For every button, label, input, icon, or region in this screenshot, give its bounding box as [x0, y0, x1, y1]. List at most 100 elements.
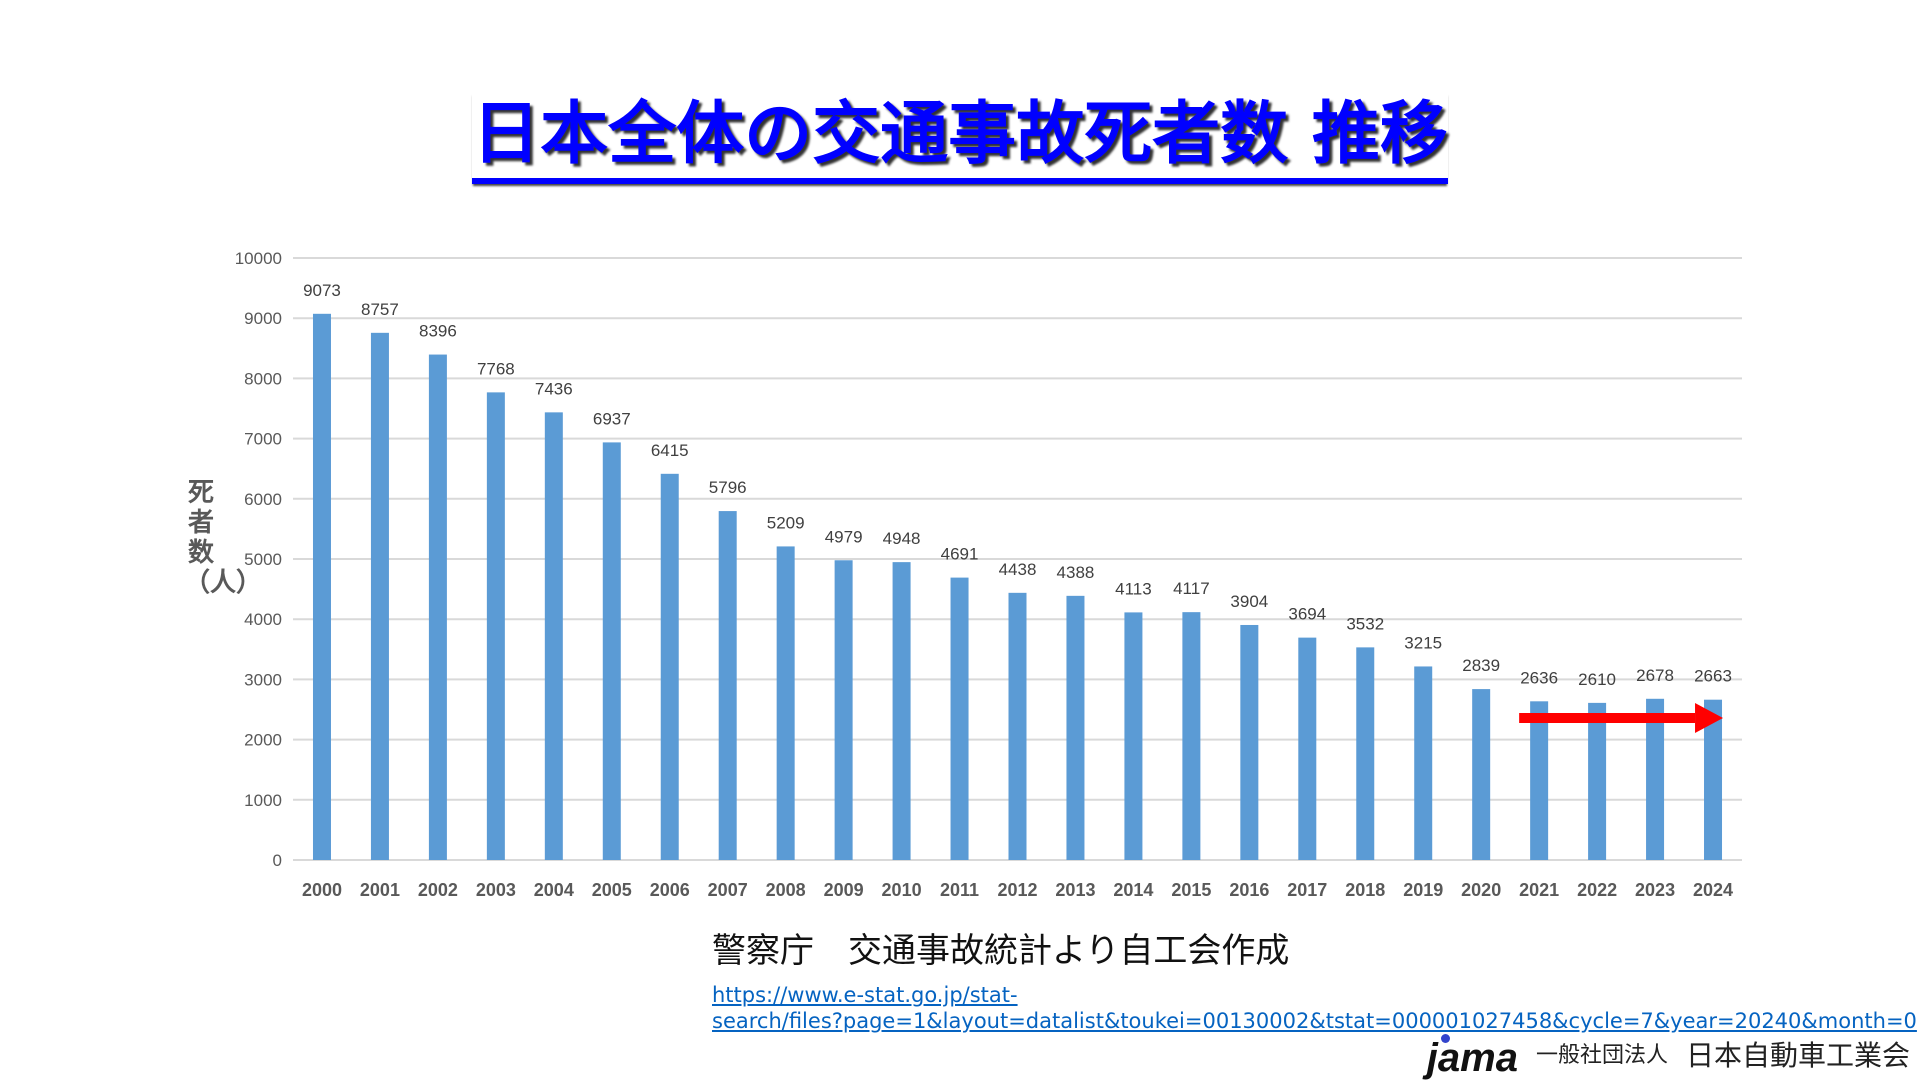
x-tick-label: 2002: [418, 880, 458, 900]
y-tick-label: 7000: [244, 430, 282, 449]
data-label: 2636: [1520, 668, 1558, 687]
x-tick-label: 2013: [1055, 880, 1095, 900]
data-label: 2678: [1636, 666, 1674, 685]
data-label: 4438: [999, 560, 1037, 579]
x-tick-label: 2022: [1577, 880, 1617, 900]
bar-2001: [370, 332, 389, 860]
x-tick-label: 2020: [1461, 880, 1501, 900]
y-tick-labels: 0 1000 2000 3000 4000 5000 6000 7000 8000 9000 100…: [235, 249, 282, 870]
x-tick-label: 2011: [940, 880, 979, 900]
footer: jama 一般社団法人 日本自動車工業会: [1427, 1034, 1910, 1078]
bar-2016: [1240, 624, 1259, 860]
y-tick-label: 3000: [244, 670, 282, 689]
bar-2013: [1066, 595, 1085, 860]
x-tick-label: 2016: [1229, 880, 1269, 900]
bar-2022: [1588, 702, 1607, 860]
org-prefix: 一般社団法人: [1535, 1043, 1668, 1068]
source-link[interactable]: https://www.e-stat.go.jp/stat- search/fi…: [712, 982, 1917, 1034]
data-label: 3694: [1288, 605, 1326, 624]
x-tick-label: 2017: [1287, 880, 1327, 900]
bar-2021: [1530, 701, 1549, 860]
x-tick-label: 2012: [997, 880, 1037, 900]
bar-2020: [1472, 689, 1491, 860]
bar-2000: [312, 313, 331, 860]
logo-dot-icon: [1440, 1034, 1450, 1043]
jama-logo: jama: [1426, 1036, 1518, 1080]
data-labels: 9073 8757 8396 7768 7436 6937 6415 5796 5209 4979…: [303, 281, 1732, 689]
x-tick-label: 2000: [302, 880, 342, 900]
bar-2011: [950, 577, 969, 860]
jama-logo-box: jama: [1427, 1034, 1518, 1078]
data-label: 5209: [767, 513, 805, 532]
y-tick-label: 9000: [244, 309, 282, 328]
x-tick-label: 2014: [1113, 880, 1153, 900]
data-label: 7768: [477, 359, 515, 378]
y-axis-label: 死者数（人）: [184, 478, 263, 598]
bar-2004: [544, 412, 563, 860]
y-tick-label: 2000: [244, 731, 282, 750]
bar-2003: [486, 392, 505, 860]
data-label: 3532: [1346, 614, 1384, 633]
data-label: 3904: [1230, 592, 1268, 611]
x-tick-label: 2024: [1693, 880, 1733, 900]
bar-2012: [1008, 592, 1027, 860]
y-tick-label: 1000: [244, 791, 282, 810]
bar-2002: [428, 354, 447, 860]
x-tick-label: 2015: [1171, 880, 1211, 900]
data-label: 2610: [1578, 670, 1616, 689]
bar-2018: [1356, 647, 1375, 860]
source-link-line2[interactable]: search/files?page=1&layout=datalist&touk…: [712, 1009, 1917, 1033]
x-tick-label: 2005: [592, 880, 632, 900]
title-container: 日本全体の交通事故死者数 推移: [0, 92, 1920, 184]
data-label: 4117: [1173, 579, 1210, 598]
bar-2024: [1704, 699, 1723, 860]
y-tick-label: 8000: [244, 369, 282, 388]
data-label: 7436: [535, 379, 573, 398]
bar-2019: [1414, 666, 1433, 860]
data-label: 2839: [1462, 656, 1500, 675]
x-tick-label: 2008: [766, 880, 806, 900]
data-label: 4388: [1057, 563, 1095, 582]
bar-2023: [1646, 698, 1665, 860]
source-note: 警察庁 交通事故統計より自工会作成: [712, 931, 1290, 971]
bar-2007: [718, 511, 737, 860]
x-tick-label: 2018: [1345, 880, 1385, 900]
source-link-line1[interactable]: https://www.e-stat.go.jp/stat-: [712, 983, 1018, 1007]
y-tick-label: 5000: [244, 550, 282, 569]
x-tick-labels: 2000 2001 2002 2003 2004 2005 2006 2007 2008 2009…: [302, 880, 1733, 900]
arrow-head-icon: [1695, 703, 1724, 733]
x-tick-label: 2003: [476, 880, 516, 900]
bar-2010: [892, 562, 911, 860]
y-tick-label: 6000: [244, 490, 282, 509]
data-label: 4979: [825, 527, 863, 546]
x-tick-label: 2001: [360, 880, 400, 900]
trend-arrow: [1519, 703, 1724, 733]
bar-2017: [1298, 637, 1317, 860]
x-tick-label: 2009: [824, 880, 864, 900]
data-label: 9073: [303, 281, 341, 300]
bar-2008: [776, 546, 795, 860]
x-tick-label: 2007: [708, 880, 748, 900]
y-tick-label: 10000: [235, 249, 282, 268]
data-label: 2663: [1694, 667, 1732, 686]
data-label: 8757: [361, 300, 399, 319]
data-label: 8396: [419, 322, 457, 341]
y-tick-label: 4000: [244, 610, 282, 629]
data-label: 3215: [1404, 633, 1442, 652]
data-label: 5796: [709, 478, 747, 497]
data-label: 4113: [1115, 579, 1152, 598]
org-name: 日本自動車工業会: [1685, 1039, 1910, 1072]
page-title: 日本全体の交通事故死者数 推移: [472, 92, 1448, 184]
x-tick-label: 2004: [534, 880, 574, 900]
bar-2014: [1124, 612, 1143, 860]
x-tick-label: 2010: [882, 880, 922, 900]
data-label: 6415: [651, 441, 689, 460]
bar-2006: [660, 473, 679, 860]
y-tick-label: 0: [273, 851, 282, 870]
bars: [312, 313, 1723, 860]
arrow-shaft: [1519, 713, 1696, 723]
data-label: 4691: [941, 545, 979, 564]
gridlines: [293, 257, 1742, 861]
x-tick-label: 2023: [1635, 880, 1675, 900]
